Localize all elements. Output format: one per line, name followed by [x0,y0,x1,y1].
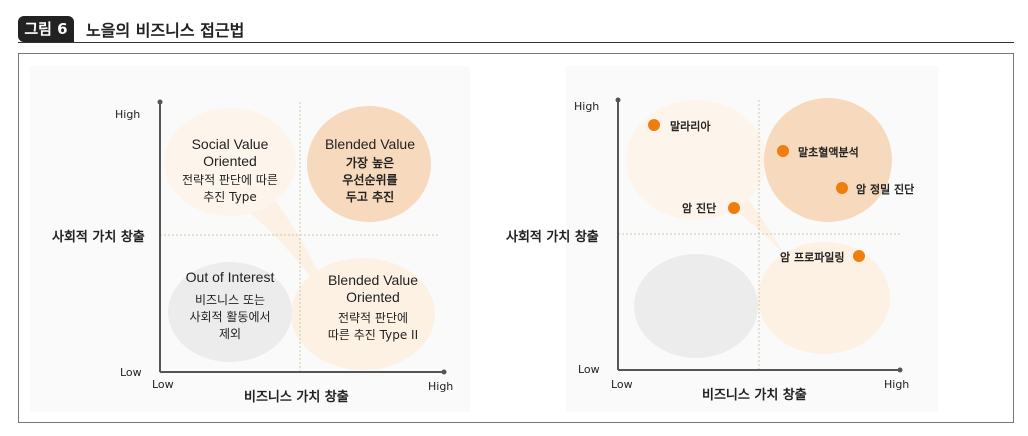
left-y-low-label: Low [120,366,142,379]
bubble-top-left [164,108,296,216]
point-malaria [648,119,660,131]
right-matrix-graphic [615,97,903,373]
quadrant-desc-line: 제외 [218,327,242,341]
left-matrix-panel: High Low Low High 사회적 가치 창출 비즈니스 가치 창출 S… [30,66,470,412]
quadrant-blended-value: Blended Value 가장 높은 우선순위를 두고 추진 [300,136,440,206]
y-axis-end-dot [157,99,163,105]
point-cancer-diagnosis [728,202,740,214]
bubble-bottom-left [168,262,292,362]
quadrant-blended-value-oriented: Blended Value Oriented 전략적 판단에 따른 추진 Typ… [303,272,443,344]
right-matrix-panel: High Low Low High 사회적 가치 창출 비즈니스 가치 창출 말… [506,66,938,412]
point-cancer-profiling [853,250,865,262]
quadrant-desc-line: 두고 추진 [345,190,395,204]
quadrant-title-line: Out of Interest [185,269,275,285]
point-precision-cancer-diagnosis [836,182,848,194]
right-y-low-label: Low [578,363,600,376]
quadrant-desc-line: 가장 높은 [345,156,395,170]
right-x-high-label: High [884,378,910,391]
quadrant-desc-line: 추진 Type [203,190,257,204]
point-label-cancer-profiling: 암 프로파일링 [780,251,845,264]
point-peripheral-blood-analysis [777,145,789,157]
figure-title: 노을의 비즈니스 접근법 [86,21,245,40]
quadrant-title-line: Blended Value [327,272,419,288]
y-axis-end-dot [615,97,621,103]
point-label-peripheral-blood-analysis: 말초혈액분석 [798,146,859,159]
right-y-axis-title: 사회적 가치 창출 [506,230,599,245]
quadrant-social-value-oriented: Social Value Oriented 전략적 판단에 따른 추진 Type [160,136,300,206]
quadrant-desc-line: 비즈니스 또는 [194,293,266,307]
left-x-high-label: High [428,380,454,393]
left-matrix-graphic [157,99,447,375]
quadrant-title-line: Social Value [191,136,269,152]
point-label-malaria: 말라리아 [670,120,711,133]
right-x-low-label: Low [611,378,633,391]
bubble-bottom-right [758,242,890,354]
left-x-low-label: Low [152,378,174,391]
quadrant-title-line: Oriented [346,289,400,305]
quadrant-title-line: Oriented [203,153,257,169]
figure-badge: 그림 6 [18,16,74,42]
x-axis-end-dot [441,369,447,375]
left-x-axis-title: 비즈니스 가치 창출 [244,390,349,405]
bubble-bottom-left [634,254,758,358]
quadrant-desc-line: 전략적 판단에 따른 [182,173,278,187]
point-label-cancer-diagnosis: 암 진단 [682,202,717,215]
quadrant-desc-line: 사회적 활동에서 [189,310,271,324]
title-divider [18,42,1014,43]
bubble-top-right [764,98,892,222]
left-y-axis-title: 사회적 가치 창출 [52,230,145,245]
bubble-top-left [626,100,766,220]
right-x-axis-title: 비즈니스 가치 창출 [702,388,807,403]
left-y-high-label: High [115,108,141,121]
quadrant-title-line: Blended Value [324,136,416,152]
point-label-precision-cancer-diagnosis: 암 정밀 진단 [856,183,915,196]
right-y-high-label: High [574,100,600,113]
figure-frame [18,53,1014,423]
quadrant-desc-line: 우선순위를 [342,173,398,187]
x-axis-end-dot [897,367,903,373]
quadrant-desc-line: 따른 추진 Type II [327,328,419,342]
bubble-bottom-right [291,258,435,370]
bubble-top-right [307,106,431,222]
quadrant-desc-line: 전략적 판단에 [337,311,409,325]
quadrant-out-of-interest: Out of Interest 비즈니스 또는 사회적 활동에서 제외 [160,269,300,343]
